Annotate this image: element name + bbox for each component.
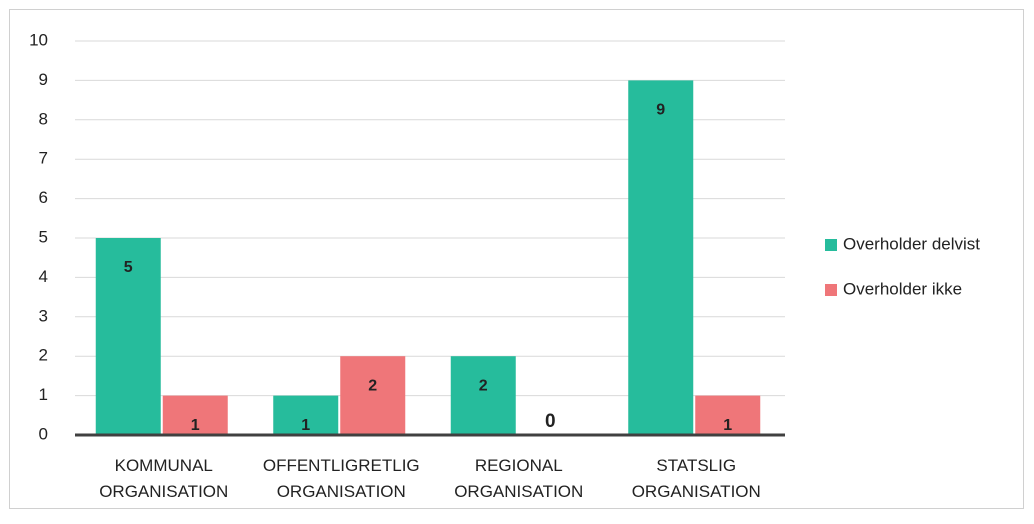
data-label: 5 [124, 259, 133, 276]
x-tick-label-line: ORGANISATION [632, 482, 761, 501]
x-tick-label-line: ORGANISATION [277, 482, 406, 501]
legend-label: Overholder ikke [843, 279, 962, 298]
y-tick-label: 7 [39, 149, 48, 168]
bar [340, 356, 406, 435]
data-label: 1 [191, 417, 200, 434]
data-label: 1 [301, 417, 310, 434]
x-tick-label-line: REGIONAL [475, 456, 563, 475]
y-tick-label: 4 [39, 267, 48, 286]
data-label: 9 [656, 102, 665, 119]
data-label: 2 [368, 377, 377, 394]
x-tick-label: OFFENTLIGRETLIG ORGANISATION [263, 456, 420, 501]
x-tick-label: KOMMUNAL ORGANISATION [99, 456, 228, 501]
y-tick-label: 8 [39, 109, 48, 128]
y-tick-label: 9 [39, 70, 48, 89]
legend-swatch [825, 284, 837, 296]
y-tick-label: 5 [39, 227, 48, 246]
y-tick-label: 10 [29, 30, 48, 49]
bar [628, 80, 694, 436]
bar [95, 238, 161, 435]
legend-label: Overholder delvist [843, 234, 980, 253]
data-label: 2 [479, 377, 488, 394]
x-tick-label-line: KOMMUNAL [115, 456, 213, 475]
bar [695, 395, 761, 435]
bar [273, 395, 339, 435]
x-tick-label-line: ORGANISATION [99, 482, 228, 501]
x-tick-label: STATSLIG ORGANISATION [632, 456, 761, 501]
bar [162, 395, 228, 435]
y-tick-label: 2 [39, 346, 48, 365]
bar [450, 356, 516, 435]
x-tick-label: REGIONAL ORGANISATION [454, 456, 583, 501]
y-tick-label: 3 [39, 306, 48, 325]
y-tick-label: 6 [39, 188, 48, 207]
y-tick-label: 1 [39, 385, 48, 404]
x-tick-label-line: STATSLIG [656, 456, 736, 475]
legend-swatch [825, 239, 837, 251]
data-label: 1 [723, 417, 732, 434]
y-tick-label: 0 [39, 424, 48, 443]
x-tick-label-line: OFFENTLIGRETLIG [263, 456, 420, 475]
data-label: 0 [545, 411, 556, 432]
x-tick-label-line: ORGANISATION [454, 482, 583, 501]
